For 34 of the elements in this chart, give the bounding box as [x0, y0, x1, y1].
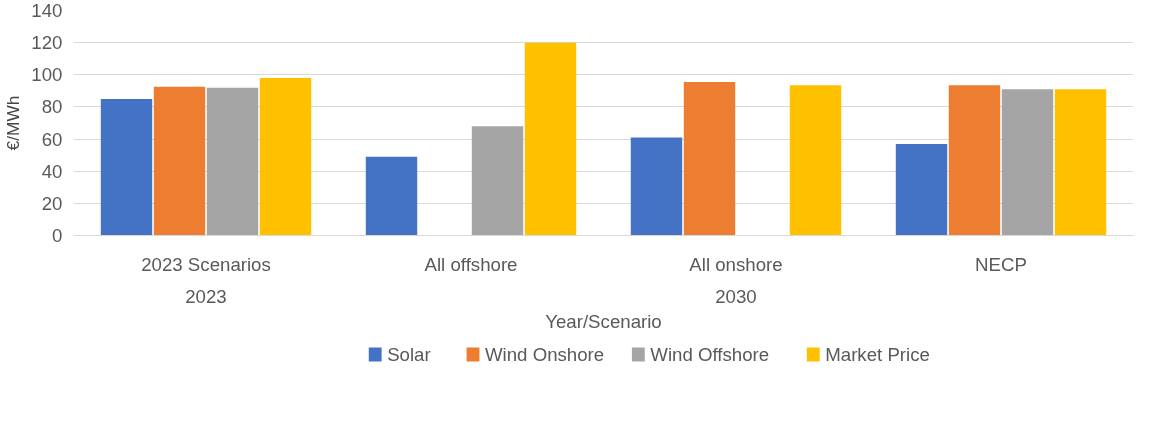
x-tick-label: NECP: [975, 253, 1027, 275]
bar: [789, 85, 842, 236]
bar: [206, 87, 259, 236]
bar: [259, 78, 312, 236]
bar: [1001, 89, 1054, 236]
bar: [948, 85, 1001, 236]
y-tick-label: 60: [41, 128, 63, 150]
y-tick-label: 120: [31, 32, 63, 54]
bar: [683, 82, 736, 236]
bar: [471, 126, 524, 236]
legend-label: Market Price: [825, 344, 930, 365]
x-tick-label: All onshore: [689, 253, 783, 275]
text: 2030: [715, 285, 757, 307]
bar: [365, 156, 418, 236]
x-tick-label: 2023 Scenarios: [141, 253, 271, 275]
x-tick-label: All offshore: [424, 253, 518, 275]
x-axis-title: Year/Scenario: [545, 310, 662, 332]
bar: [1054, 89, 1107, 236]
legend-label: Solar: [387, 344, 431, 365]
bar: [630, 137, 683, 236]
y-tick-label: 140: [31, 0, 63, 21]
y-tick-label: 40: [41, 160, 63, 182]
legend-label: Wind Onshore: [484, 344, 605, 365]
bar: [524, 42, 577, 236]
y-tick-label: 80: [41, 96, 63, 118]
legend-label: Wind Offshore: [650, 344, 770, 365]
y-tick-label: 20: [41, 192, 63, 214]
y-axis-title: €/MWh: [3, 95, 24, 151]
y-tick-label: 100: [31, 64, 63, 86]
y-tick-label: 0: [52, 225, 63, 246]
bar: [153, 86, 206, 236]
text: 2023: [185, 285, 227, 307]
bar: [100, 98, 153, 236]
bar: [895, 143, 948, 236]
